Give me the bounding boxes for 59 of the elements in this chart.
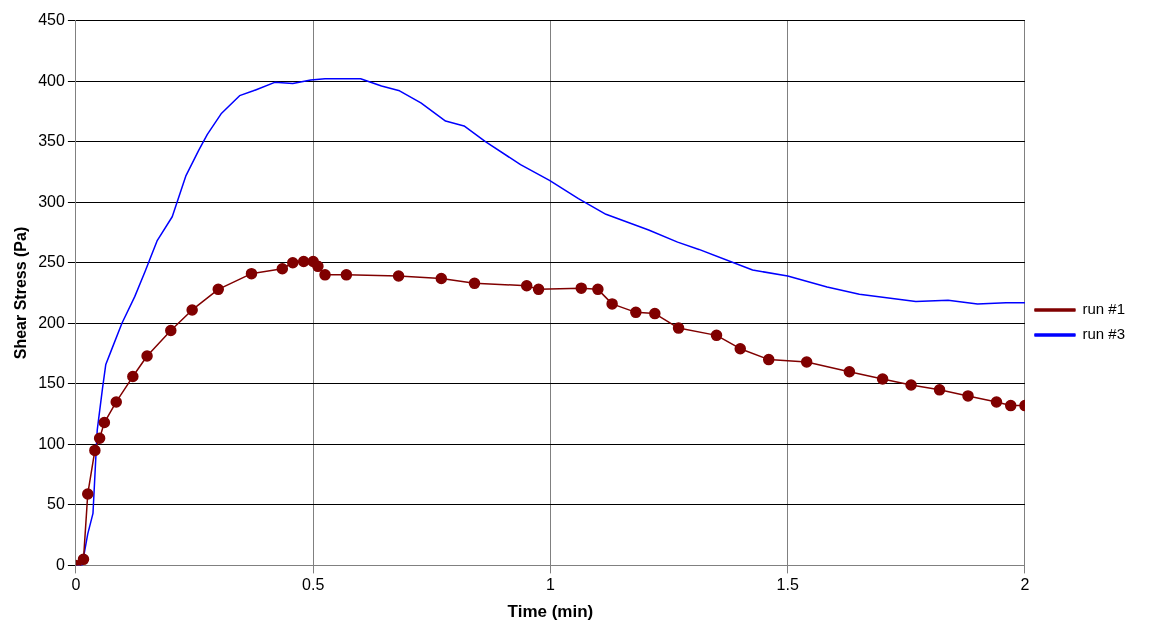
point xyxy=(933,384,946,396)
point xyxy=(843,365,856,378)
y-tick-label: 300 xyxy=(38,192,65,210)
y-tick-label: 350 xyxy=(38,132,65,150)
point xyxy=(276,263,289,275)
point xyxy=(734,342,746,355)
point xyxy=(672,322,685,334)
y-tick-label: 200 xyxy=(38,313,65,331)
point xyxy=(77,553,90,566)
point xyxy=(710,329,723,342)
point xyxy=(312,260,324,273)
point xyxy=(110,396,122,408)
point xyxy=(340,269,353,281)
legend-label: run #1 xyxy=(1082,300,1126,318)
y-tick-label: 0 xyxy=(55,555,65,573)
point xyxy=(649,307,661,320)
point xyxy=(141,350,153,362)
point xyxy=(990,396,1003,408)
point xyxy=(287,256,299,269)
point xyxy=(520,279,533,292)
point xyxy=(319,269,331,281)
point xyxy=(165,324,177,337)
legend-label: run #3 xyxy=(1082,325,1126,343)
point xyxy=(435,272,448,285)
point xyxy=(98,416,111,429)
point xyxy=(630,306,642,319)
point xyxy=(392,270,405,282)
y-tick-label: 50 xyxy=(47,495,65,513)
point xyxy=(876,373,889,385)
x-tick-label: 1.5 xyxy=(776,576,799,594)
point xyxy=(606,298,618,310)
point xyxy=(93,432,106,445)
x-axis-title: Time (min) xyxy=(507,602,594,622)
point xyxy=(532,283,545,296)
x-tick-label: 1 xyxy=(545,576,555,594)
y-tick-label: 250 xyxy=(38,253,65,271)
y-tick-label: 450 xyxy=(38,11,65,29)
point xyxy=(89,444,101,457)
point xyxy=(245,267,258,280)
point xyxy=(800,356,813,368)
point xyxy=(575,282,588,294)
y-tick-label: 100 xyxy=(38,434,65,452)
y-tick-label: 400 xyxy=(38,71,65,89)
point xyxy=(212,283,225,296)
point xyxy=(127,370,139,383)
point xyxy=(82,488,94,500)
y-axis-title: Shear Stress (Pa) xyxy=(12,226,30,360)
point xyxy=(468,277,481,290)
y-tick-label: 150 xyxy=(38,374,65,392)
point xyxy=(1004,399,1017,412)
x-tick-label: 0 xyxy=(71,576,81,594)
point xyxy=(962,390,974,402)
point xyxy=(762,353,775,366)
point xyxy=(905,379,917,391)
x-tick-label: 2 xyxy=(1020,576,1030,594)
point xyxy=(592,283,604,296)
x-tick-label: 0.5 xyxy=(302,576,325,594)
point xyxy=(297,255,310,268)
point xyxy=(186,304,198,316)
